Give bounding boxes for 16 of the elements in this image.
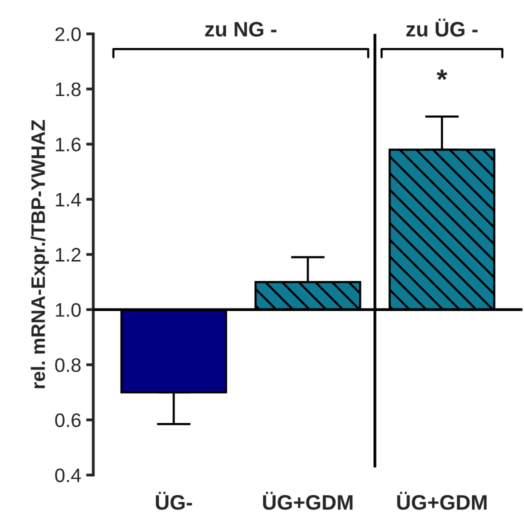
y-tick-label: 1.4 (56, 192, 81, 206)
y-tick-label: 1.8 (56, 82, 81, 96)
y-tick-label: 0.8 (55, 358, 81, 372)
y-tick-label: 0.6 (55, 413, 81, 428)
y-tick-label: 0.4 (55, 468, 81, 482)
x-tick-label: ÜG+GDM (263, 492, 352, 510)
annotation: * (436, 70, 448, 80)
x-tick-label: ÜG+GDM (397, 492, 487, 510)
y-tick-label: 1.2 (56, 248, 80, 262)
y-axis-title: rel. mRNA-Expr./TBP-YWHAZ (30, 120, 49, 388)
annotation: zu NG - (205, 22, 276, 37)
x-tick-label: ÜG- (156, 492, 192, 510)
annotation: zu ÜG - (406, 18, 478, 37)
y-tick-label: 2.0 (55, 27, 81, 42)
y-tick-label: 1.6 (56, 138, 81, 152)
y-tick-label: 1.0 (56, 303, 81, 317)
